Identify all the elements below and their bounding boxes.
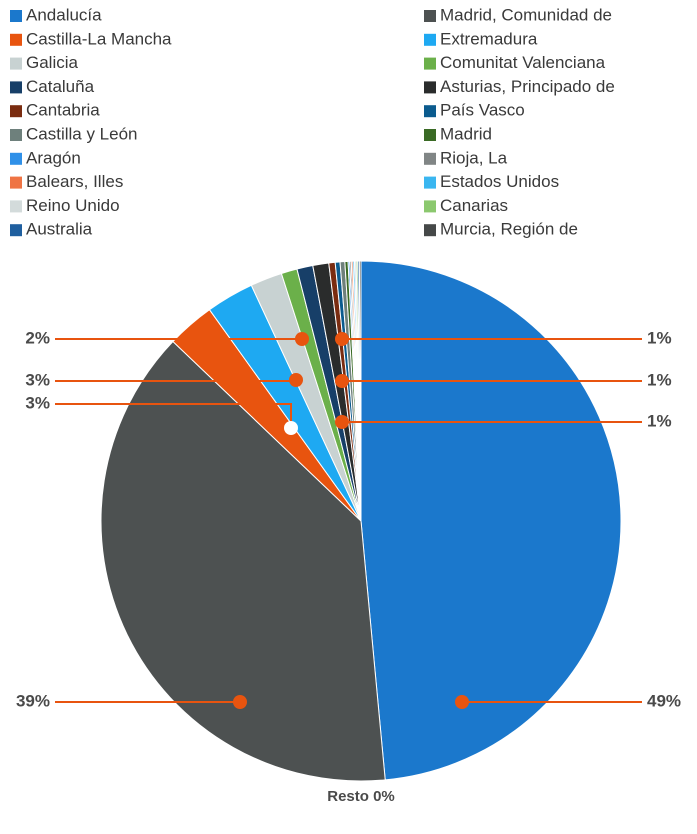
leader-dot xyxy=(289,373,303,387)
legend-swatch xyxy=(10,200,22,213)
legend-swatch xyxy=(424,224,436,237)
data-label: 3% xyxy=(25,370,50,389)
legend-label: Extremadura xyxy=(440,29,538,48)
leader-dot xyxy=(295,332,309,346)
legend-label: Rioja, La xyxy=(440,148,508,167)
legend-swatch xyxy=(10,176,22,189)
data-label: 1% xyxy=(647,411,672,430)
legend-label: Cataluña xyxy=(26,77,95,96)
legend-label: Madrid, Comunidad de xyxy=(440,5,612,24)
legend-swatch xyxy=(424,200,436,213)
legend-swatch xyxy=(424,57,436,70)
legend-label: Galicia xyxy=(26,53,79,72)
legend-label: Estados Unidos xyxy=(440,172,559,191)
pie-slice xyxy=(100,340,386,782)
resto-label: Resto 0% xyxy=(327,788,395,805)
leader-dot xyxy=(335,332,349,346)
legend-label: Aragón xyxy=(26,148,81,167)
legend-swatch xyxy=(10,10,22,22)
legend-label: Castilla y León xyxy=(26,124,138,143)
legend-label: Murcia, Región de xyxy=(440,220,578,239)
legend-swatch xyxy=(424,152,436,165)
legend-label: Cantabria xyxy=(26,101,100,120)
legend-swatch xyxy=(10,33,22,46)
legend-swatch xyxy=(10,105,22,118)
leader-dot xyxy=(455,695,469,709)
legend-label: País Vasco xyxy=(440,101,525,120)
legend-swatch xyxy=(424,81,436,94)
legend-label: Andalucía xyxy=(26,5,102,24)
leader-line xyxy=(55,380,297,382)
legend-swatch xyxy=(424,105,436,118)
legend-swatch xyxy=(10,81,22,94)
leader-dot xyxy=(335,415,349,429)
legend-label: Madrid xyxy=(440,124,492,143)
legend-label: Australia xyxy=(26,220,93,239)
legend-label: Canarias xyxy=(440,196,508,215)
data-label: 1% xyxy=(647,370,672,389)
leader-dot xyxy=(233,695,247,709)
legend-swatch xyxy=(424,10,436,22)
legend-swatch xyxy=(10,152,22,165)
legend-swatch xyxy=(10,224,22,237)
legend-swatch xyxy=(424,33,436,46)
legend-swatch xyxy=(424,129,436,141)
legend-label: Comunitat Valenciana xyxy=(440,53,606,72)
data-label: 39% xyxy=(16,691,50,710)
leader-line xyxy=(55,403,292,428)
legend-swatch xyxy=(10,57,22,70)
data-label: 2% xyxy=(25,328,50,347)
leader-dot xyxy=(284,421,298,435)
legend-label: Asturias, Principado de xyxy=(440,77,615,96)
legend-label: Balears, Illes xyxy=(26,172,123,191)
legend-swatch xyxy=(10,129,22,141)
legend-label: Castilla-La Mancha xyxy=(26,29,172,48)
data-label: 3% xyxy=(25,393,50,412)
pie-slice xyxy=(360,260,622,781)
pie-slice xyxy=(358,260,362,522)
legend-label: Reino Unido xyxy=(26,196,120,215)
data-label: 1% xyxy=(647,328,672,347)
leader-dot xyxy=(335,374,349,388)
legend-swatch xyxy=(424,176,436,189)
data-label: 49% xyxy=(647,691,681,710)
